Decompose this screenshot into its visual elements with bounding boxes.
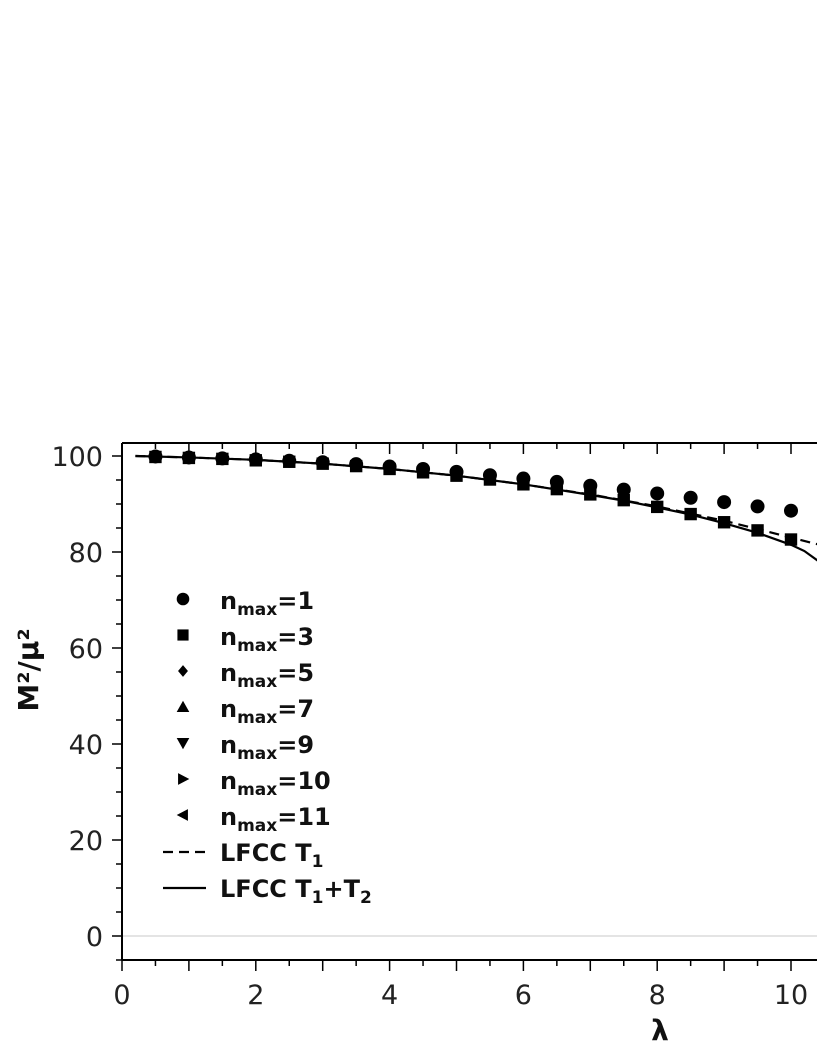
legend-label: nmax=3 <box>220 623 314 656</box>
y-axis-title: M²/μ² <box>12 628 45 711</box>
y-tick-label: 100 <box>51 442 103 473</box>
legend-marker <box>176 809 188 821</box>
series-markers <box>148 449 798 546</box>
data-point <box>616 482 631 497</box>
x-axis-title: λ <box>651 1014 669 1047</box>
x-tick-label: 8 <box>649 980 666 1011</box>
data-point <box>651 500 664 514</box>
x-tick-label: 2 <box>247 980 264 1011</box>
data-point <box>584 488 597 501</box>
lfcc-t1-line <box>135 454 817 546</box>
data-point <box>750 499 765 514</box>
data-point <box>483 473 497 486</box>
data-point <box>450 469 463 482</box>
data-point <box>751 524 764 537</box>
legend-label: nmax=10 <box>220 767 331 800</box>
axis-ticks <box>112 443 792 971</box>
y-tick-label: 20 <box>69 826 103 857</box>
legend-label: LFCC T1+T2 <box>220 875 372 908</box>
data-point <box>550 482 564 496</box>
data-point <box>717 495 732 510</box>
data-point <box>349 459 363 473</box>
data-point <box>316 457 329 470</box>
y-tick-label: 0 <box>86 922 103 953</box>
chart-axes <box>121 442 817 961</box>
legend-label: nmax=1 <box>220 587 314 620</box>
legend-marker <box>176 700 190 712</box>
data-point <box>684 507 697 521</box>
legend-marker <box>177 629 189 641</box>
legend: nmax=1nmax=3nmax=5nmax=7nmax=9nmax=10nma… <box>163 587 372 908</box>
data-point <box>717 516 731 529</box>
x-tick-label: 6 <box>515 980 532 1011</box>
y-tick-label: 40 <box>69 730 103 761</box>
legend-label: nmax=7 <box>220 695 314 728</box>
data-point <box>149 450 162 464</box>
legend-label: LFCC T1 <box>220 839 323 872</box>
x-tick-label: 10 <box>774 980 808 1011</box>
data-point <box>784 503 798 518</box>
legend-marker <box>176 592 190 606</box>
data-point <box>216 452 229 466</box>
data-point <box>784 533 798 546</box>
legend-label: nmax=9 <box>220 731 314 764</box>
data-point <box>416 466 430 479</box>
x-tick-label: 0 <box>113 980 130 1011</box>
data-point <box>283 455 296 468</box>
legend-marker <box>178 773 190 785</box>
series-lines <box>135 454 817 562</box>
y-tick-label: 80 <box>69 538 103 569</box>
data-point <box>617 493 630 507</box>
data-point <box>249 454 262 467</box>
data-point <box>517 478 530 491</box>
legend-label: nmax=5 <box>220 659 314 692</box>
legend-marker <box>178 665 188 677</box>
lfcc-t1-t2-line <box>135 454 817 562</box>
data-point <box>383 462 396 476</box>
y-tick-label: 60 <box>69 634 103 665</box>
data-point <box>182 451 196 465</box>
x-tick-label: 4 <box>381 980 398 1011</box>
data-point <box>650 486 665 501</box>
data-point <box>683 490 698 505</box>
legend-label: nmax=11 <box>220 803 331 836</box>
legend-marker <box>176 738 190 750</box>
